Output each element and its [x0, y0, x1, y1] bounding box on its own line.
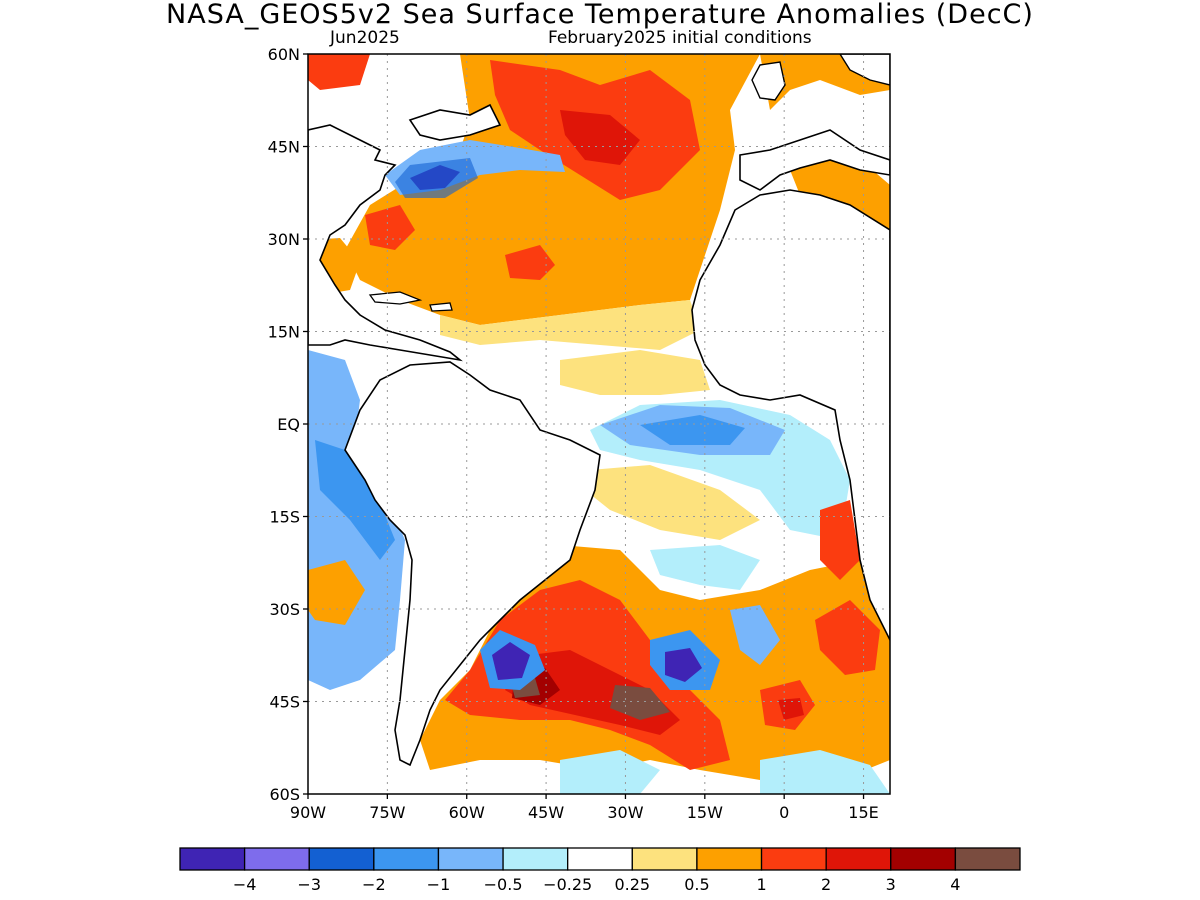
colorbar-label: −2: [362, 875, 386, 894]
cold-ring-gulf-stream: [395, 158, 478, 198]
lon-tick-label: 90W: [290, 803, 326, 822]
cool-streaks-south-atlantic: [650, 545, 760, 590]
north-america-land: [308, 124, 463, 362]
lon-tick-label: 60W: [449, 803, 485, 822]
colorbar-swatch: [373, 847, 440, 871]
extreme-warm-core-south-atlantic-2: [610, 685, 670, 720]
colorbar-label: 0.5: [684, 875, 709, 894]
colorbar-label: −4: [233, 875, 257, 894]
warm-patch-west-canada: [308, 54, 370, 90]
longitude-axis: 90W 75W 60W 45W 30W 15W 0 15E: [290, 794, 879, 822]
lon-tick-label: 30W: [607, 803, 643, 822]
cool-streaks-far-south-east: [760, 750, 890, 794]
colorbar-swatch: [243, 847, 310, 871]
cold-core-east-pacific: [315, 440, 395, 560]
colorbar-swatch: [890, 847, 957, 871]
weak-warm-band-tropical-south: [585, 465, 760, 540]
lat-tick-label: 30N: [268, 230, 300, 249]
colorbar-label: 2: [821, 875, 831, 894]
warm-patch-west-atlantic: [365, 205, 415, 250]
lon-tick-label: 0: [779, 803, 789, 822]
colorbar-label: −0.5: [484, 875, 523, 894]
greenland-labrador-land: [408, 103, 502, 141]
lon-tick-label: 15E: [848, 803, 878, 822]
south-america-land: [344, 361, 601, 767]
cool-streaks-south-atlantic-2: [730, 605, 780, 665]
warm-core-south-central: [778, 698, 804, 720]
colorbar-swatch: [631, 847, 698, 871]
initial-conditions-label: February2025 initial conditions: [548, 28, 812, 48]
britain-land: [751, 61, 786, 101]
cold-core-south-mid-atlantic: [665, 648, 702, 682]
lat-tick-label: 15N: [268, 323, 300, 342]
colorbar: −4 −3 −2 −1 −0.5 −0.25 0.25 0.5 1 2 3 4: [179, 847, 1021, 894]
colorbar-swatch: [954, 847, 1021, 871]
colorbar-label: 3: [886, 875, 896, 894]
colorbar-swatch: [437, 847, 504, 871]
colorbar-label: −1: [427, 875, 451, 894]
warm-anomaly-mediterranean: [790, 160, 890, 230]
gridlines: [308, 54, 890, 794]
lat-tick-label: 45N: [268, 138, 300, 157]
africa-land: [691, 189, 890, 641]
cool-streaks-far-south: [560, 750, 660, 794]
map-title: NASA_GEOS5v2 Sea Surface Temperature Ano…: [166, 0, 1034, 30]
colorbar-swatch: [308, 847, 375, 871]
weak-warm-band-tropical-north: [560, 350, 710, 395]
warm-anomaly-region-north-atlantic-yellow: [440, 300, 700, 350]
strong-warm-core-north-atlantic: [560, 110, 640, 165]
colorbar-swatch: [502, 847, 569, 871]
colorbar-swatch: [696, 847, 763, 871]
warm-patch-mid-atlantic: [505, 245, 555, 280]
cold-center-equatorial-atlantic: [640, 415, 745, 445]
lat-tick-label: 15S: [269, 508, 300, 527]
colorbar-label: −3: [297, 875, 321, 894]
colorbar-label: 0.25: [614, 875, 650, 894]
forecast-month-label: Jun2025: [330, 28, 400, 48]
lat-tick-label: 60S: [269, 785, 300, 804]
lat-tick-label: 60N: [268, 45, 300, 64]
colorbar-swatch: [760, 847, 827, 871]
colorbar-swatch: [179, 847, 246, 871]
lat-tick-label: 45S: [269, 693, 300, 712]
colorbar-label: 1: [756, 875, 766, 894]
colorbar-label: −0.25: [543, 875, 592, 894]
colorbar-label: 4: [950, 875, 960, 894]
warm-patch-benguela: [820, 500, 860, 580]
latitude-axis: 60N 45N 30N 15N EQ 15S 30S 45S 60S: [268, 45, 308, 804]
lon-tick-label: 45W: [528, 803, 564, 822]
lon-tick-label: 15W: [687, 803, 723, 822]
cold-core-brazil-malvinas: [492, 642, 530, 680]
iberia-europe-land: [739, 129, 890, 191]
caribbean-islands: [368, 291, 453, 312]
lat-tick-label: EQ: [277, 415, 300, 434]
land-masses: [308, 54, 890, 767]
scandinavia-land: [839, 54, 890, 86]
lon-tick-label: 75W: [369, 803, 405, 822]
colorbar-swatch: [567, 847, 633, 871]
colorbar-swatch: [825, 847, 892, 871]
lat-tick-label: 30S: [269, 600, 300, 619]
